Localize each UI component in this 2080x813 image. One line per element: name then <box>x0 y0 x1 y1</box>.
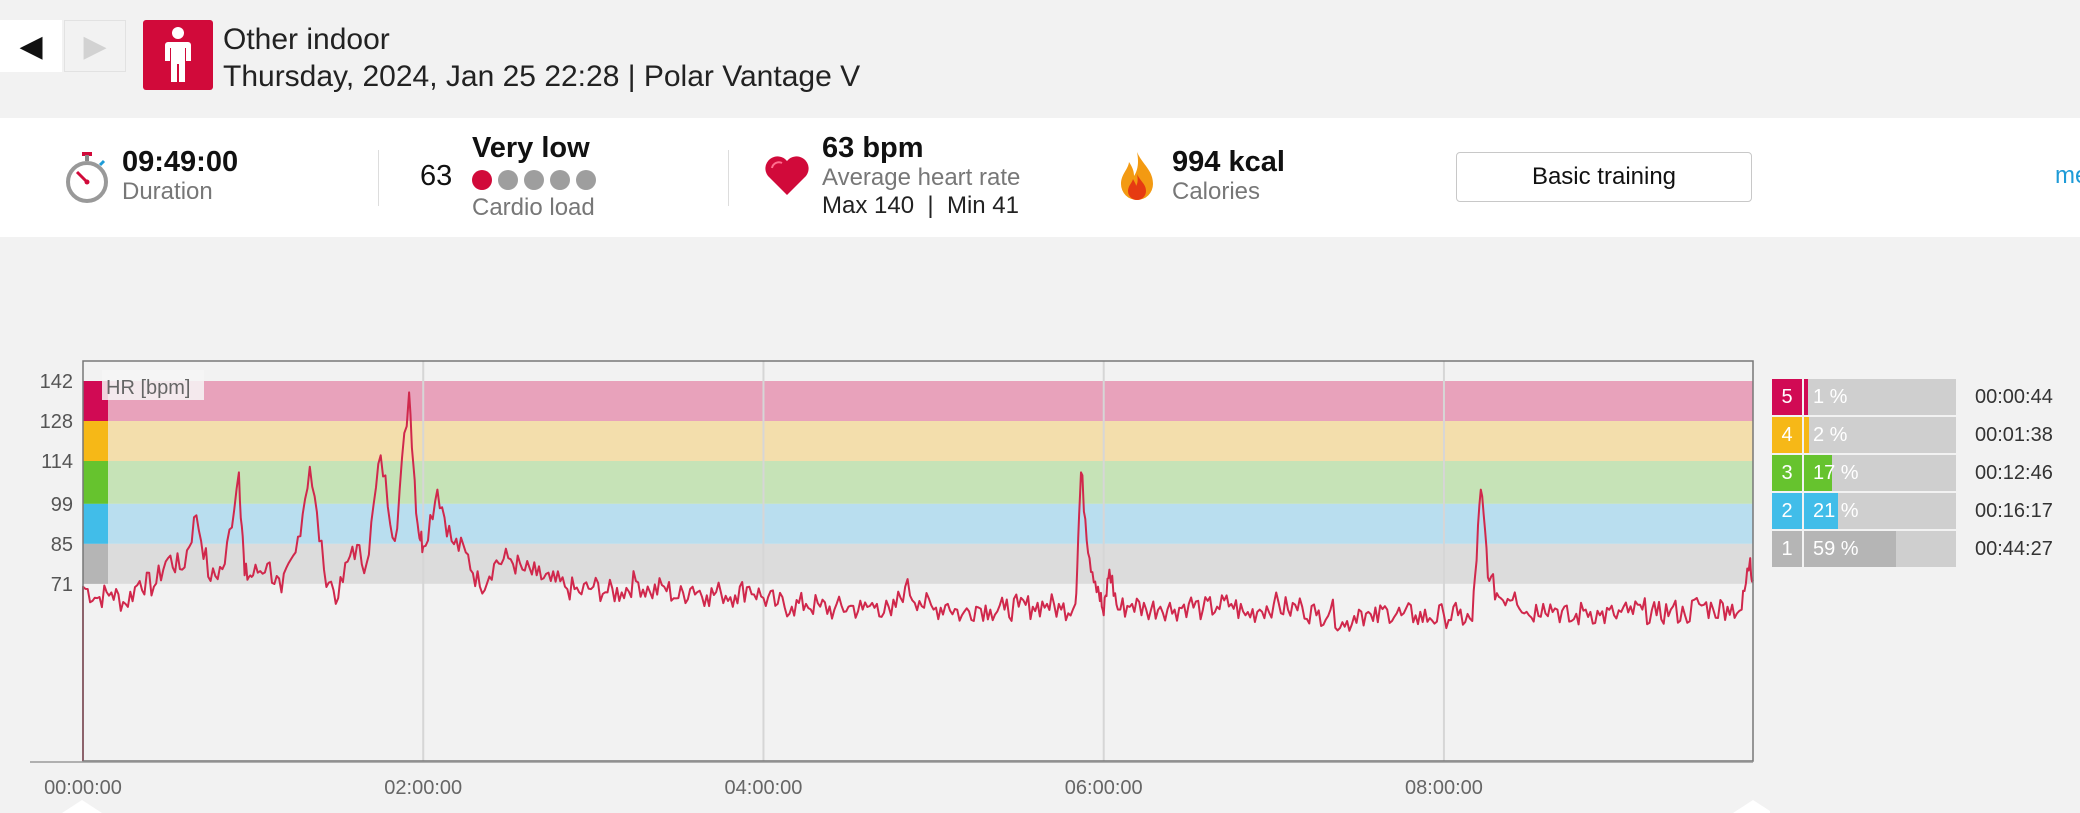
x-tick-label: 06:00:00 <box>1065 777 1143 799</box>
zone-bar <box>1804 455 1956 491</box>
cardio-dot-2 <box>498 170 518 190</box>
duration-label: Duration <box>122 178 213 205</box>
zone-percent: 21 % <box>1813 500 1859 522</box>
heart-rate-metric: 63 bpm Average heart rate Max 140 | Min … <box>822 132 1020 220</box>
cardio-load-dots <box>472 170 596 190</box>
x-tick-labels: 00:00:00 02:00:00 04:00:00 06:00:00 08:00:00 <box>44 777 1483 799</box>
zone-bar <box>1804 531 1956 567</box>
more-link[interactable]: me <box>2055 162 2080 189</box>
hr-zone-band-3 <box>83 461 1753 504</box>
zone-bar-fill <box>1804 417 1810 453</box>
zone-bands <box>83 381 1753 584</box>
heart-rate-value: 63 bpm <box>822 132 924 164</box>
zone-legend-row-2: 2 21 % 00:16:17 <box>1772 493 2072 529</box>
hr-zone-marker-3 <box>83 461 108 504</box>
calories-label: Calories <box>1172 178 1261 205</box>
plot-frame <box>82 360 1754 762</box>
cardio-load-label: Cardio load <box>472 194 595 221</box>
zone-legend-row-3: 3 17 % 00:12:46 <box>1772 455 2072 491</box>
divider <box>728 150 729 206</box>
x-tick-label: 00:00:00 <box>44 777 122 799</box>
cardio-dot-5 <box>576 170 596 190</box>
y-tick-label: 71 <box>51 574 73 596</box>
y-tick-label: 128 <box>40 411 73 433</box>
y-tick-labels: 142 128 114 99 85 71 <box>40 371 73 596</box>
zone-legend-row-5: 5 1 % 00:00:44 <box>1772 379 2072 415</box>
zone-number: 3 <box>1772 455 1802 491</box>
zone-legend-row-4: 4 2 % 00:01:38 <box>1772 417 2072 453</box>
zone-time: 00:00:44 <box>1975 386 2053 408</box>
zone-percent: 59 % <box>1813 538 1859 560</box>
heart-rate-max-min: Max 140 | Min 41 <box>822 192 1019 219</box>
zone-time: 00:01:38 <box>1975 424 2053 446</box>
arrow-left-icon: ◀ <box>19 29 43 63</box>
zone-bar <box>1804 417 1956 453</box>
cardio-dot-1 <box>472 170 492 190</box>
zone-bar <box>1804 493 1956 529</box>
hr-zone-marker-2 <box>83 503 108 544</box>
zone-percent: 1 % <box>1813 386 1848 408</box>
y-tick-label: 85 <box>51 534 73 556</box>
zone-time: 00:12:46 <box>1975 462 2053 484</box>
x-tick-label: 04:00:00 <box>725 777 803 799</box>
stopwatch-icon <box>66 152 108 203</box>
hr-zone-band-4 <box>83 421 1753 461</box>
cardio-load-metric: Very low Cardio load <box>472 132 596 222</box>
heart-rate-label: Average heart rate <box>822 164 1021 191</box>
cardio-load-level: Very low <box>472 132 590 164</box>
divider <box>378 150 379 206</box>
hr-zone-band-2 <box>83 503 1753 544</box>
hr-series-line <box>82 391 1754 761</box>
sport-icon-tile <box>143 20 213 90</box>
calories-value: 994 kcal <box>1172 146 1285 178</box>
sport-title: Other indoor <box>223 23 390 56</box>
zone-time: 00:44:27 <box>1975 538 2053 560</box>
summary-strip: 09:49:00 Duration 63 Very low Cardio loa… <box>0 118 2080 237</box>
grid-lines <box>422 361 1445 761</box>
next-button[interactable]: ▶ <box>64 20 126 72</box>
hr-zone-marker-1 <box>83 543 108 584</box>
cardio-dot-4 <box>550 170 570 190</box>
range-handle-left[interactable] <box>62 800 102 813</box>
hr-zone-band-5 <box>83 381 1753 421</box>
y-tick-label: 114 <box>41 451 73 473</box>
y-axis-label: HR [bpm] <box>106 377 190 399</box>
zone-bar <box>1804 379 1956 415</box>
heart-icon <box>765 156 809 195</box>
zone-number: 2 <box>1772 493 1802 529</box>
zone-bar-fill <box>1804 493 1838 529</box>
zone-bar-fill <box>1804 531 1896 567</box>
training-type-button[interactable]: Basic training <box>1456 152 1752 202</box>
zone-number: 5 <box>1772 379 1802 415</box>
cardio-dot-3 <box>524 170 544 190</box>
hr-zone-marker-4 <box>83 421 108 461</box>
calories-metric: 994 kcal Calories <box>1172 146 1285 206</box>
zone-percent: 2 % <box>1813 424 1848 446</box>
zone-bar-fill <box>1804 455 1832 491</box>
y-tick-label: 99 <box>51 494 73 516</box>
x-tick-label: 02:00:00 <box>384 777 462 799</box>
ylabel-box <box>102 370 204 400</box>
zone-markers <box>83 381 108 584</box>
heart-rate-chart: HR [bpm] 142 128 114 99 85 71 00:00:00 02:00:0… <box>30 360 1770 813</box>
y-tick-label: 142 <box>40 371 73 393</box>
duration-metric: 09:49:00 Duration <box>122 146 238 206</box>
arrow-right-icon: ▶ <box>83 29 107 63</box>
x-tick-label: 08:00:00 <box>1405 777 1483 799</box>
zone-bar-fill <box>1804 379 1808 415</box>
zone-legend-row-1: 1 59 % 00:44:27 <box>1772 531 2072 567</box>
range-handle-right[interactable] <box>1733 800 1770 813</box>
zone-percent: 17 % <box>1813 462 1859 484</box>
zone-time: 00:16:17 <box>1975 500 2053 522</box>
session-subtitle: Thursday, 2024, Jan 25 22:28 | Polar Van… <box>223 60 861 93</box>
person-standing-icon <box>165 27 191 82</box>
hr-zone-band-1 <box>83 543 1753 584</box>
flame-icon <box>1121 152 1153 200</box>
zone-number: 1 <box>1772 531 1802 567</box>
previous-button[interactable]: ◀ <box>0 20 62 72</box>
zone-number: 4 <box>1772 417 1802 453</box>
title-block: Other indoor Thursday, 2024, Jan 25 22:2… <box>223 22 860 96</box>
cardio-load-value: 63 <box>420 160 453 192</box>
duration-value: 09:49:00 <box>122 146 239 178</box>
